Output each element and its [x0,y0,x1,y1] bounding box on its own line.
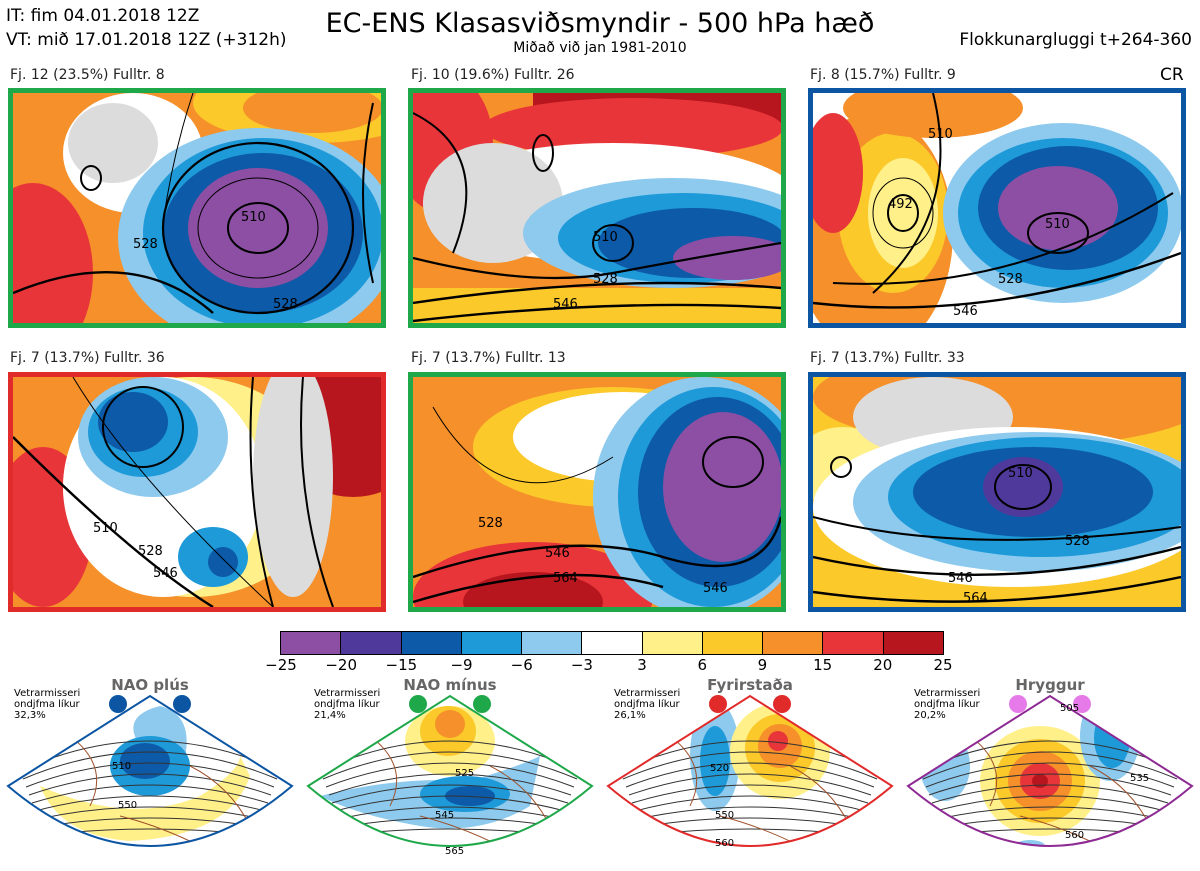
regime-caption: Vetrarmisseri ondjfma líkur 21,4% [314,688,381,721]
regime-caption: Vetrarmisseri ondjfma líkur 20,2% [914,688,981,721]
cr-label: CR [1160,65,1184,85]
panel-6-caption: Fj. 7 (13.7%) Fulltr. 33 [810,350,965,366]
regime-contour-label: 545 [435,810,454,821]
contour-label: 546 [153,566,178,581]
regime-caption: Vetrarmisseri ondjfma líkur 32,3% [14,688,81,721]
regime-contour-label: 510 [112,761,131,772]
colorbar-tick-label: −20 [325,656,357,674]
contour-label: 510 [1045,217,1070,232]
colorbar-segment [521,632,582,654]
contour-label: 528 [478,516,503,531]
regime-contour-label: 520 [710,763,729,774]
colorbar-segment [701,632,763,654]
regime-title: Fyrirstaða [707,676,793,694]
regime-contour-label: 565 [445,846,464,857]
regime-contour-label: 560 [715,838,734,849]
contour-label: 528 [998,272,1023,287]
regime-map-2: 525 545 565 NAO mínus Vetrarmisseri ondjfm… [300,676,600,871]
contour-label: 528 [133,237,158,252]
colorbar-tick-label: 25 [933,656,953,674]
regime-dot [1073,695,1091,713]
colorbar-tick-label: −9 [450,656,473,674]
contour-label: 546 [948,571,973,586]
contour-label: 510 [241,210,266,225]
regime-map-3: 520 550 560 Fyrirstaða Vetrarmisseri ondjf… [600,676,900,871]
panel-4-caption: Fj. 7 (13.7%) Fulltr. 36 [10,350,165,366]
regime-title: NAO mínus [403,676,497,694]
panel-1-caption: Fj. 12 (23.5%) Fulltr. 8 [10,67,165,83]
regime-map-4: 505 535 560 Hryggur Vetrarmisseri ondjfma … [900,676,1200,871]
regime-dot [1009,695,1027,713]
colorbar-segment [641,632,702,654]
initial-time-label: IT: fim 04.01.2018 12Z [6,6,200,26]
contour-label: 564 [963,591,988,606]
panel-3-caption: Fj. 8 (15.7%) Fulltr. 9 [810,67,956,83]
regime-dot [409,695,427,713]
colorbar-segment [882,632,943,654]
contour-label: 528 [273,297,298,312]
panel-2-caption: Fj. 10 (19.6%) Fulltr. 26 [411,67,575,83]
cluster-map-5: 528 546 564 546 [408,372,786,612]
colorbar-tick-label: 15 [813,656,833,674]
regime-map-1: 510 550 NAO plús Vetrarmisseri ondjfma lí… [0,676,300,871]
colorbar-tick-label: −25 [265,656,297,674]
colorbar-segment [400,632,461,654]
regime-dot [173,695,191,713]
contour-label: 510 [1008,466,1033,481]
regime-contour-label: 505 [1060,703,1079,714]
contour-label: 546 [953,304,978,319]
anomaly-colorbar [280,631,944,655]
colorbar-segment [762,632,823,654]
panel-5-caption: Fj. 7 (13.7%) Fulltr. 13 [411,350,566,366]
contour-label: 510 [93,521,118,536]
page-subtitle: Miðað við jan 1981-2010 [513,40,687,56]
colorbar-segment [822,632,883,654]
colorbar-tick-label: −3 [570,656,593,674]
cluster-map-2: 510 528 546 [408,88,786,328]
contour-label: 510 [593,230,618,245]
colorbar-segment [340,632,401,654]
colorbar-tick-label: −15 [385,656,418,674]
contour-label: 510 [928,127,953,142]
colorbar-tick-label: 6 [697,656,708,674]
colorbar-tick-label: 9 [757,656,768,674]
contour-label: 528 [593,272,618,287]
contour-label: 546 [553,297,578,312]
contour-label: 564 [553,571,578,586]
regime-contour-label: 550 [715,810,734,821]
regime-dot [473,695,491,713]
cluster-map-6: 510 528 546 564 [808,372,1186,612]
contour-label: 528 [138,544,163,559]
valid-time-label: VT: mið 17.01.2018 12Z (+312h) [6,30,287,50]
regime-title: NAO plús [111,676,189,694]
cluster-map-1: 528 510 528 [8,88,386,328]
contour-label: 546 [545,546,570,561]
regime-dot [709,695,727,713]
colorbar-tick-label: 3 [637,656,647,674]
regime-dot [109,695,127,713]
colorbar-segment [581,632,642,654]
page-title: EC-ENS Klasasviðsmyndir - 500 hPa hæð [325,8,875,39]
regime-contour-label: 560 [1065,830,1084,841]
cluster-map-4: 510 528 546 [8,372,386,612]
regime-contour-label: 535 [1130,773,1149,784]
contour-label: 492 [888,197,913,212]
regime-contour-label: 550 [118,800,137,811]
contour-label: 546 [703,581,728,596]
regime-title: Hryggur [1015,676,1085,694]
classification-window-label: Flokkunargluggi t+264-360 [959,30,1192,50]
colorbar-tick-label: −6 [510,656,533,674]
cluster-map-3: 510 492 510 528 546 [808,88,1186,328]
regime-dot [773,695,791,713]
colorbar-segment [460,632,522,654]
colorbar-segment [281,632,341,654]
regime-caption: Vetrarmisseri ondjfma líkur 26,1% [614,688,681,721]
contour-label: 528 [1065,534,1090,549]
regime-contour-label: 525 [455,768,474,779]
colorbar-tick-label: 20 [873,656,893,674]
